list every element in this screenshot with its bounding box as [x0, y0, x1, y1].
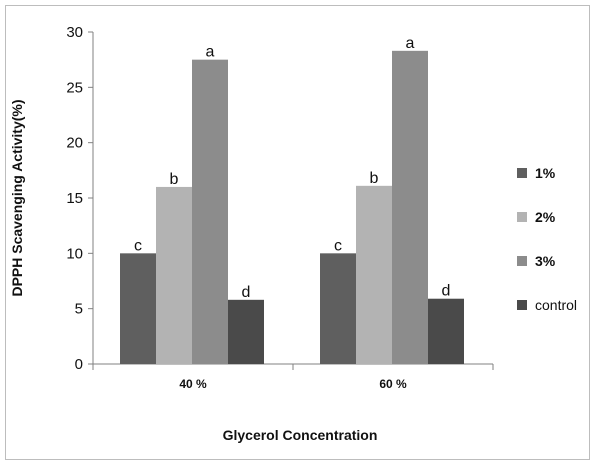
data-label: a	[406, 35, 415, 52]
x-category-label: 60 %	[379, 377, 407, 391]
bar	[428, 298, 464, 364]
data-labels: c b a d c b a d	[134, 35, 450, 301]
bar	[120, 253, 156, 364]
x-axis-title: Glycerol Concentration	[223, 427, 378, 443]
legend-label: 2%	[535, 209, 556, 225]
legend: 1% 2% 3% control	[517, 165, 577, 313]
y-tick-label: 25	[66, 79, 83, 96]
bar	[320, 253, 356, 364]
y-tick-label: 10	[66, 245, 83, 262]
bar	[392, 50, 428, 365]
category-labels: 40 % 60 %	[179, 377, 407, 391]
x-category-label: 40 %	[179, 377, 207, 391]
bar	[356, 185, 392, 364]
y-ticks: 0 5 10 15 20 25 30	[66, 24, 93, 373]
y-tick-label: 5	[75, 301, 83, 318]
y-tick-label: 20	[66, 135, 83, 152]
data-label: d	[242, 284, 251, 301]
bar	[228, 299, 264, 364]
bar	[156, 186, 192, 364]
y-axis-title: DPPH Scavenging Activity(%)	[9, 99, 25, 296]
legend-swatch	[517, 212, 527, 222]
bar	[192, 59, 228, 365]
bars	[120, 50, 464, 365]
legend-swatch	[517, 256, 527, 266]
y-tick-label: 15	[66, 190, 83, 207]
legend-swatch	[517, 300, 527, 310]
data-label: a	[206, 44, 215, 61]
legend-label: 3%	[535, 253, 556, 269]
y-tick-label: 0	[75, 356, 83, 373]
legend-label: 1%	[535, 165, 556, 181]
data-label: d	[442, 283, 451, 300]
legend-label: control	[535, 297, 577, 313]
chart-frame	[5, 5, 590, 460]
y-tick-label: 30	[66, 24, 83, 41]
data-label: b	[170, 171, 179, 188]
data-label: c	[334, 237, 342, 254]
data-label: c	[134, 237, 142, 254]
data-label: b	[370, 170, 379, 187]
legend-swatch	[517, 168, 527, 178]
